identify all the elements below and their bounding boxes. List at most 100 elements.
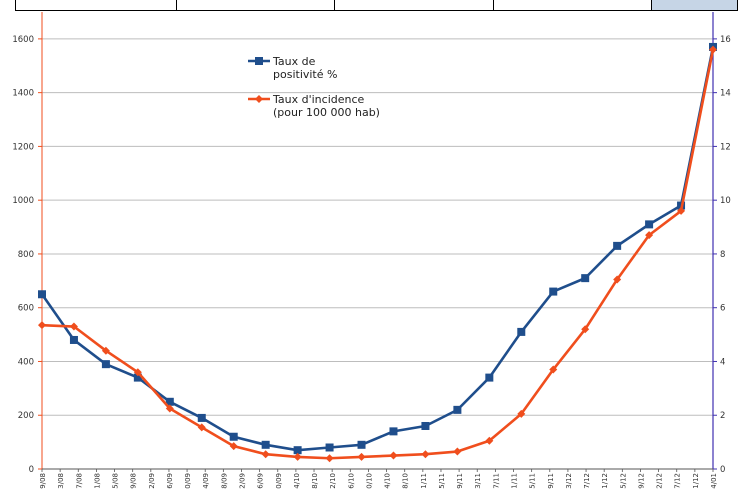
- left-tick-label: 1000: [12, 196, 34, 206]
- x-tick-label: 6/09: [166, 473, 174, 489]
- data-point: [677, 206, 686, 215]
- data-point: [69, 335, 78, 344]
- data-point: [645, 231, 654, 240]
- spreadsheet-cell[interactable]: [15, 0, 176, 11]
- right-tick-label: 2: [720, 411, 725, 421]
- x-tick-label: 4/10: [293, 473, 301, 489]
- data-point: [133, 368, 142, 377]
- data-point: [581, 325, 590, 334]
- data-point: [485, 373, 494, 382]
- data-point: [645, 220, 654, 229]
- data-point: [485, 436, 494, 445]
- x-tick-label: 9/11: [547, 473, 555, 489]
- data-point: [389, 427, 398, 436]
- x-tick-label: 9/12: [637, 473, 645, 489]
- data-point: [38, 321, 46, 330]
- data-point: [38, 290, 46, 299]
- legend-label: Taux de: [272, 55, 316, 68]
- x-tick-label: 2/09: [238, 473, 246, 489]
- data-point: [517, 409, 526, 418]
- data-point: [197, 423, 206, 432]
- left-tick-label: 1400: [12, 89, 34, 99]
- right-tick-label: 12: [720, 142, 731, 152]
- data-point: [517, 327, 526, 336]
- x-tick-label: 7/11: [492, 473, 500, 489]
- right-tick-label: 8: [720, 250, 725, 260]
- x-tick-label: 6/09: [257, 473, 265, 489]
- data-point: [709, 45, 717, 54]
- right-tick-label: 0: [720, 465, 725, 475]
- x-tick-label: 4/01: [710, 473, 718, 489]
- legend-label: (pour 100 000 hab): [273, 106, 380, 119]
- data-point: [613, 241, 622, 250]
- x-tick-label: 8/10: [311, 473, 319, 489]
- x-tick-label: 2/10: [329, 473, 337, 489]
- data-point: [165, 397, 174, 406]
- spreadsheet-cell[interactable]: [493, 0, 651, 11]
- x-tick-label: 9/11: [456, 473, 464, 489]
- x-tick-label: 3/12: [565, 473, 573, 489]
- x-tick-label: 5/08: [112, 473, 120, 489]
- data-point: [357, 452, 366, 461]
- x-tick-label: 7/12: [583, 473, 591, 489]
- data-point: [165, 404, 174, 413]
- data-point: [197, 413, 206, 422]
- data-point: [613, 275, 622, 284]
- x-tick-label: 4/09: [202, 473, 210, 489]
- x-tick-label: 9/08: [39, 473, 47, 489]
- x-tick-label: 3/08: [57, 473, 65, 489]
- data-point: [261, 440, 270, 449]
- left-tick-label: 800: [18, 250, 34, 260]
- x-tick-label: 1/08: [93, 473, 101, 489]
- left-tick-label: 0: [29, 465, 34, 475]
- data-point: [229, 432, 238, 441]
- left-tick-label: 200: [18, 411, 34, 421]
- right-tick-label: 6: [720, 304, 725, 314]
- x-tick-label: 2/09: [148, 473, 156, 489]
- x-tick-label: 7/12: [674, 473, 682, 489]
- x-tick-label: 7/08: [75, 473, 83, 489]
- x-tick-label: 1/11: [420, 473, 428, 489]
- data-point: [549, 365, 558, 374]
- left-tick-label: 1200: [12, 142, 34, 152]
- data-point: [69, 322, 78, 331]
- right-tick-label: 14: [720, 89, 731, 99]
- x-tick-label: 3/11: [474, 473, 482, 489]
- data-point: [453, 447, 462, 456]
- x-tick-label: 1/11: [511, 473, 519, 489]
- data-point: [101, 346, 110, 355]
- x-tick-label: 8/10: [402, 473, 410, 489]
- right-tick-label: 16: [720, 35, 731, 45]
- spreadsheet-cell[interactable]: [176, 0, 334, 11]
- x-tick-label: 8/09: [220, 473, 228, 489]
- data-point: [325, 443, 334, 452]
- series-line: [41, 49, 715, 460]
- right-tick-label: 4: [720, 357, 725, 367]
- right-tick-label: 10: [720, 196, 731, 206]
- data-point: [549, 287, 558, 296]
- data-point: [229, 442, 238, 451]
- x-tick-label: 2/12: [656, 473, 664, 489]
- x-tick-label: 9/08: [130, 473, 138, 489]
- data-point: [261, 450, 270, 459]
- data-point: [357, 440, 366, 449]
- data-point: [421, 450, 430, 459]
- x-tick-label: 5/11: [438, 473, 446, 489]
- x-tick-label: 0/09: [184, 473, 192, 489]
- data-point: [581, 274, 590, 283]
- x-tick-label: 0/10: [365, 473, 373, 489]
- data-point: [293, 446, 302, 455]
- left-tick-label: 1600: [12, 35, 34, 45]
- spreadsheet-cell[interactable]: [334, 0, 493, 11]
- legend-label: Taux d'incidence: [272, 93, 365, 106]
- data-point: [293, 452, 302, 461]
- data-point: [421, 421, 430, 430]
- x-tick-label: 1/12: [601, 473, 609, 489]
- legend-swatch-marker: [255, 57, 263, 65]
- left-tick-label: 600: [18, 304, 34, 314]
- data-point: [453, 405, 462, 414]
- legend-label: positivité %: [273, 68, 337, 81]
- legend-swatch-marker: [255, 95, 263, 103]
- x-tick-label: 6/10: [347, 473, 355, 489]
